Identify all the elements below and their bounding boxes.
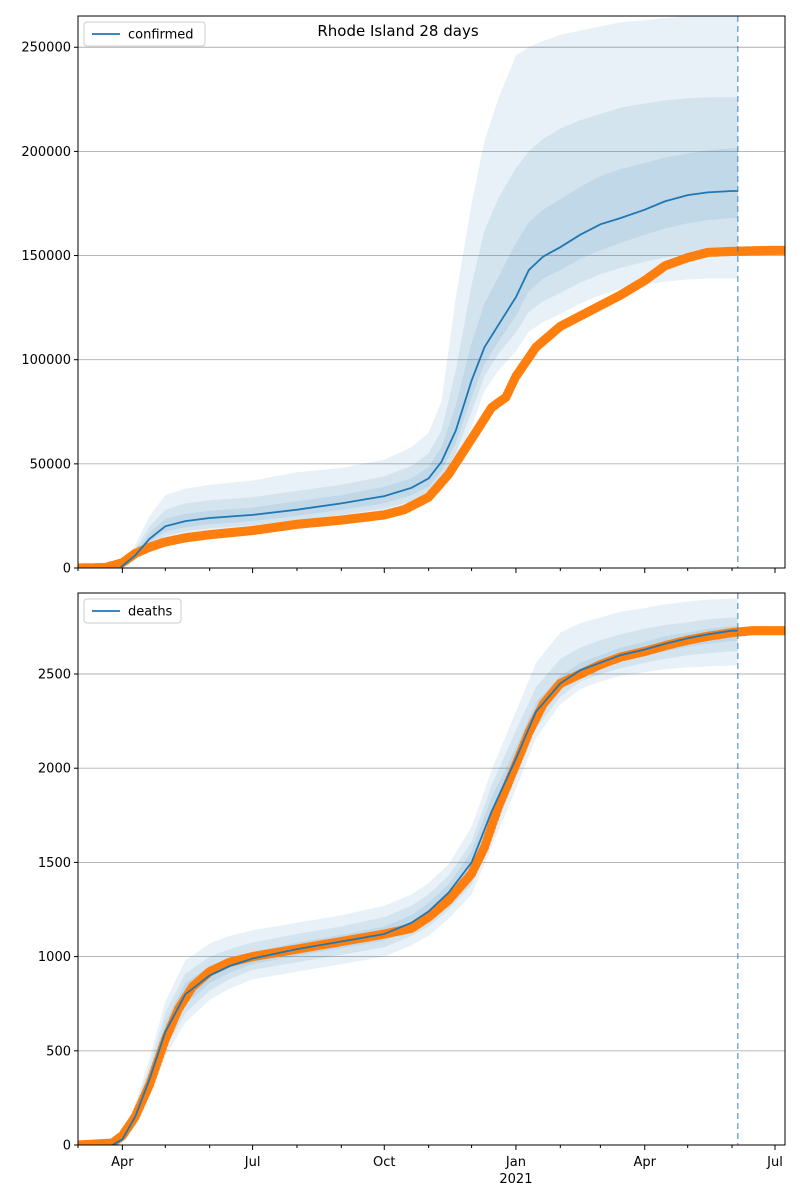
y-tick-label: 200000	[21, 145, 71, 160]
y-tick-label: 150000	[21, 249, 71, 264]
y-tick-label: 500	[46, 1044, 71, 1059]
x-tick-label: Jan	[505, 1155, 526, 1170]
plot-area	[78, 598, 785, 1145]
y-tick-label: 1500	[38, 856, 71, 871]
x-tick-label: Jul	[244, 1155, 261, 1170]
y-tick-label: 250000	[21, 41, 71, 56]
observed-series	[78, 245, 785, 568]
confirmed-panel: 0 50000 100000 150000 200000 250000 confirmed	[21, 15, 786, 577]
uncertainty-band-middle	[120, 97, 738, 568]
legend-box	[83, 598, 182, 624]
y-tick-label: 100000	[21, 353, 71, 368]
x-tick-label: Apr	[111, 1155, 134, 1170]
legend: confirmed	[83, 21, 206, 47]
legend-label: confirmed	[128, 28, 194, 43]
plot-area	[78, 16, 785, 568]
y-tick-label: 50000	[30, 457, 71, 472]
uncertainty-band-outer	[120, 16, 738, 568]
y-tick-label: 0	[63, 1139, 71, 1154]
y-tick-label: 2500	[38, 668, 71, 683]
y-tick-label: 0	[63, 562, 71, 577]
x-tick-label: Jul	[766, 1155, 783, 1170]
axes-frame	[77, 592, 786, 1146]
chart-title: Rhode Island 28 days	[317, 22, 478, 40]
x-tick-year-label: 2021	[499, 1172, 532, 1187]
observed-point	[780, 245, 785, 255]
uncertainty-band-outer	[112, 598, 738, 1145]
y-tick-label: 1000	[38, 950, 71, 965]
x-tick-label: Oct	[373, 1155, 395, 1170]
observed-point	[780, 626, 785, 636]
deaths-panel: 0 500 1000 1500 2000 2500 deaths Apr Jul Oct Jan Ap…	[38, 592, 786, 1187]
model-line	[111, 629, 738, 1145]
uncertainty-band-middle	[112, 617, 738, 1145]
y-tick-label: 2000	[38, 762, 71, 777]
uncertainty-band-inner	[120, 148, 738, 568]
legend-box	[83, 21, 206, 47]
model-line	[120, 190, 738, 568]
axes-frame	[77, 15, 786, 569]
x-tick-label: Apr	[633, 1155, 656, 1170]
legend-label: deaths	[128, 605, 173, 620]
legend: deaths	[83, 598, 182, 624]
